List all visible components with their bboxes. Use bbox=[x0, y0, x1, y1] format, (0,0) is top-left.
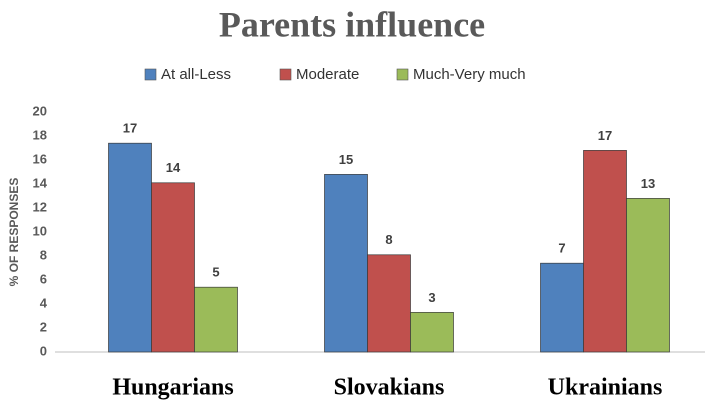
y-tick-label: 4 bbox=[40, 295, 48, 310]
y-tick-label: 2 bbox=[40, 319, 47, 334]
legend-label: At all-Less bbox=[161, 66, 231, 83]
value-label: 13 bbox=[641, 176, 655, 191]
value-label: 3 bbox=[428, 290, 435, 305]
y-tick-label: 8 bbox=[40, 247, 47, 262]
value-label: 15 bbox=[339, 152, 353, 167]
y-tick-label: 18 bbox=[33, 127, 47, 142]
bar bbox=[367, 254, 411, 353]
y-tick-label: 12 bbox=[33, 199, 47, 214]
legend-swatch bbox=[279, 68, 292, 81]
y-axis-label: % OF RESPONSES bbox=[7, 178, 21, 287]
bar bbox=[194, 286, 238, 353]
legend-label: Much-Very much bbox=[413, 66, 526, 83]
bar bbox=[108, 142, 152, 353]
legend-swatch bbox=[144, 68, 157, 81]
x-tick-label: Ukrainians bbox=[548, 375, 663, 401]
y-tick-label: 6 bbox=[40, 271, 47, 286]
value-label: 14 bbox=[166, 160, 181, 175]
bar bbox=[583, 150, 627, 353]
bar bbox=[324, 174, 368, 353]
value-label: 7 bbox=[558, 241, 565, 256]
y-tick-label: 10 bbox=[33, 223, 47, 238]
bar bbox=[410, 312, 454, 353]
legend-swatch bbox=[396, 68, 409, 81]
bar bbox=[151, 182, 195, 353]
value-label: 8 bbox=[385, 232, 392, 247]
value-label: 5 bbox=[212, 265, 219, 280]
y-tick-label: 20 bbox=[33, 103, 47, 118]
x-tick-label: Slovakians bbox=[334, 375, 445, 401]
bar bbox=[626, 198, 670, 353]
y-tick-label: 16 bbox=[33, 151, 47, 166]
y-tick-label: 0 bbox=[40, 343, 47, 358]
bar bbox=[540, 262, 584, 353]
value-label: 17 bbox=[598, 128, 612, 143]
y-tick-label: 14 bbox=[33, 175, 48, 190]
chart-title: Parents influence bbox=[219, 4, 485, 44]
legend-label: Moderate bbox=[296, 66, 359, 83]
x-tick-label: Hungarians bbox=[112, 375, 233, 401]
value-label: 17 bbox=[123, 121, 137, 136]
